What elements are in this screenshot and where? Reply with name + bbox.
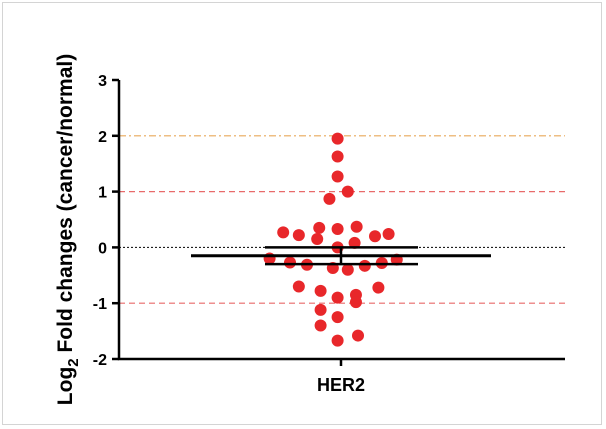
data-point-24 — [314, 284, 327, 297]
x-category-label: HER2 — [317, 375, 365, 395]
data-point-30 — [331, 311, 344, 324]
data-point-0 — [331, 132, 344, 145]
y-axis-title-subscript: 2 — [65, 358, 82, 366]
y-tick-label-5: -2 — [93, 352, 107, 369]
y-tick-label-4: -1 — [93, 296, 107, 313]
data-point-11 — [382, 228, 395, 241]
data-point-20 — [358, 259, 371, 272]
data-point-3 — [341, 185, 354, 198]
chart-frame — [2, 2, 602, 425]
y-tick-label-2: 1 — [98, 185, 107, 202]
mean-error-bars — [191, 246, 491, 266]
data-point-2 — [331, 170, 344, 183]
y-tick-labels: 3 2 1 0 -1 -2 — [93, 73, 107, 369]
y-tick-label-0: 3 — [98, 73, 107, 90]
data-point-33 — [331, 334, 344, 347]
y-axis-title: Log2 Fold changes (cancer/normal) — [54, 54, 82, 405]
data-point-27 — [331, 291, 344, 304]
data-points — [263, 132, 403, 347]
y-axis-title-rest: Fold changes (cancer/normal) — [54, 54, 77, 359]
reference-lines — [119, 135, 565, 304]
y-tick-label-3: 0 — [98, 240, 107, 257]
y-axis-title-main: Log — [54, 367, 77, 405]
data-point-1 — [331, 150, 344, 163]
data-point-29 — [314, 303, 327, 316]
data-point-12 — [311, 233, 324, 246]
data-point-31 — [314, 319, 327, 332]
data-point-7 — [313, 221, 326, 234]
data-point-10 — [369, 230, 381, 243]
data-point-25 — [372, 281, 385, 294]
data-point-23 — [292, 280, 305, 293]
data-point-13 — [348, 236, 361, 249]
data-point-19 — [341, 263, 354, 276]
data-point-28 — [349, 296, 362, 309]
data-point-4 — [323, 192, 336, 205]
axes — [112, 78, 565, 366]
data-point-8 — [331, 222, 344, 235]
data-point-5 — [277, 226, 290, 239]
data-point-9 — [350, 220, 363, 233]
data-point-16 — [284, 256, 296, 269]
data-point-6 — [292, 229, 305, 242]
data-point-32 — [352, 329, 364, 342]
y-tick-label-1: 2 — [98, 129, 107, 146]
